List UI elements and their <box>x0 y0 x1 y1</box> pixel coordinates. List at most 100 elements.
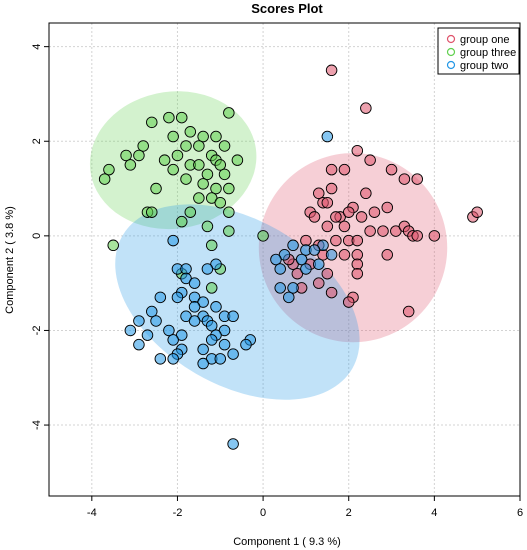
legend-marker-group-three <box>446 47 456 57</box>
point-group-three <box>180 140 192 152</box>
point-group-one <box>325 182 338 195</box>
point-group-one <box>325 286 338 299</box>
legend-label-group-two: group two <box>460 60 508 72</box>
y-tick-label: 0 <box>31 233 43 239</box>
point-group-two <box>146 305 158 318</box>
point-group-one <box>385 163 398 176</box>
point-group-three <box>223 206 235 218</box>
point-group-two <box>325 249 338 261</box>
point-group-three <box>223 107 235 119</box>
point-group-two <box>321 130 334 143</box>
plot-area-frame <box>48 22 521 497</box>
x-axis-label: Component 1 ( 9.3 %) <box>233 536 341 548</box>
point-group-one <box>313 277 325 289</box>
point-group-three <box>175 111 188 124</box>
point-group-one <box>368 206 381 218</box>
point-group-two <box>205 334 218 346</box>
point-group-two <box>124 324 137 337</box>
point-group-two <box>218 338 231 351</box>
point-group-two <box>167 334 179 346</box>
point-group-one <box>381 201 394 214</box>
point-group-three <box>107 239 119 252</box>
point-group-three <box>218 168 231 181</box>
point-group-two <box>167 234 179 247</box>
point-group-one <box>313 187 325 200</box>
point-group-two <box>313 258 325 270</box>
x-tick-label: -2 <box>173 507 183 519</box>
point-group-three <box>150 182 162 195</box>
point-group-two <box>167 353 179 365</box>
point-group-two <box>163 324 175 337</box>
x-tick-label: 6 <box>517 507 523 519</box>
legend-label-group-one: group one <box>460 34 510 46</box>
point-group-one <box>398 173 411 185</box>
point-group-three <box>218 140 231 152</box>
point-group-one <box>364 154 376 166</box>
point-group-two <box>133 338 145 351</box>
point-group-three <box>197 178 209 190</box>
point-group-three <box>175 215 188 228</box>
point-group-three <box>98 173 111 185</box>
point-group-three <box>167 163 179 176</box>
point-group-three <box>103 163 115 176</box>
point-group-three <box>133 149 145 162</box>
point-group-two <box>188 301 201 313</box>
point-group-one <box>338 249 351 261</box>
point-group-two <box>201 263 214 275</box>
point-group-two <box>188 315 201 327</box>
legend-marker-group-one <box>446 34 456 44</box>
point-group-two <box>227 310 239 323</box>
point-group-one <box>428 230 441 242</box>
point-group-three <box>210 182 222 195</box>
y-tick-label: -4 <box>31 420 43 430</box>
point-group-two <box>188 277 201 289</box>
y-tick-label: 4 <box>31 44 43 50</box>
point-group-two <box>214 353 227 365</box>
point-group-three <box>158 154 171 166</box>
point-group-one <box>351 267 364 280</box>
point-group-one <box>377 225 389 237</box>
point-group-three <box>257 230 269 242</box>
point-group-two <box>205 319 218 332</box>
point-group-one <box>330 234 342 247</box>
point-group-one <box>325 163 338 176</box>
point-group-one <box>321 267 334 280</box>
point-group-three <box>180 173 192 185</box>
point-group-two <box>274 263 286 275</box>
point-group-one <box>338 220 351 233</box>
point-group-three <box>210 130 222 143</box>
point-group-two <box>197 357 209 370</box>
point-group-three <box>193 192 205 204</box>
point-group-one <box>364 225 376 237</box>
point-group-two <box>150 315 162 327</box>
point-group-two <box>270 253 282 266</box>
point-group-three <box>137 140 149 152</box>
ellipse-group-one <box>258 153 448 343</box>
point-group-three <box>120 149 132 162</box>
point-group-three <box>146 116 158 129</box>
point-group-three <box>167 130 179 143</box>
point-group-two <box>300 263 312 275</box>
point-group-two <box>210 301 222 313</box>
point-group-three <box>163 111 175 124</box>
point-group-two <box>154 353 167 365</box>
point-group-two <box>287 282 299 294</box>
confidence-ellipses <box>89 91 448 400</box>
point-group-one <box>411 173 423 185</box>
point-group-one <box>411 230 423 242</box>
y-axis-ticks: -4 -2 0 2 4 <box>31 44 49 430</box>
point-group-one <box>321 220 334 233</box>
point-group-one <box>351 234 364 247</box>
point-group-one <box>308 211 321 223</box>
point-group-two <box>308 244 321 256</box>
point-group-two <box>154 291 167 304</box>
point-group-three <box>193 159 205 171</box>
point-group-three <box>201 168 214 181</box>
point-group-three <box>223 225 235 237</box>
y-tick-label: 2 <box>31 138 43 144</box>
point-group-one <box>342 296 355 308</box>
point-group-three <box>184 126 197 138</box>
x-tick-label: 2 <box>346 507 352 519</box>
